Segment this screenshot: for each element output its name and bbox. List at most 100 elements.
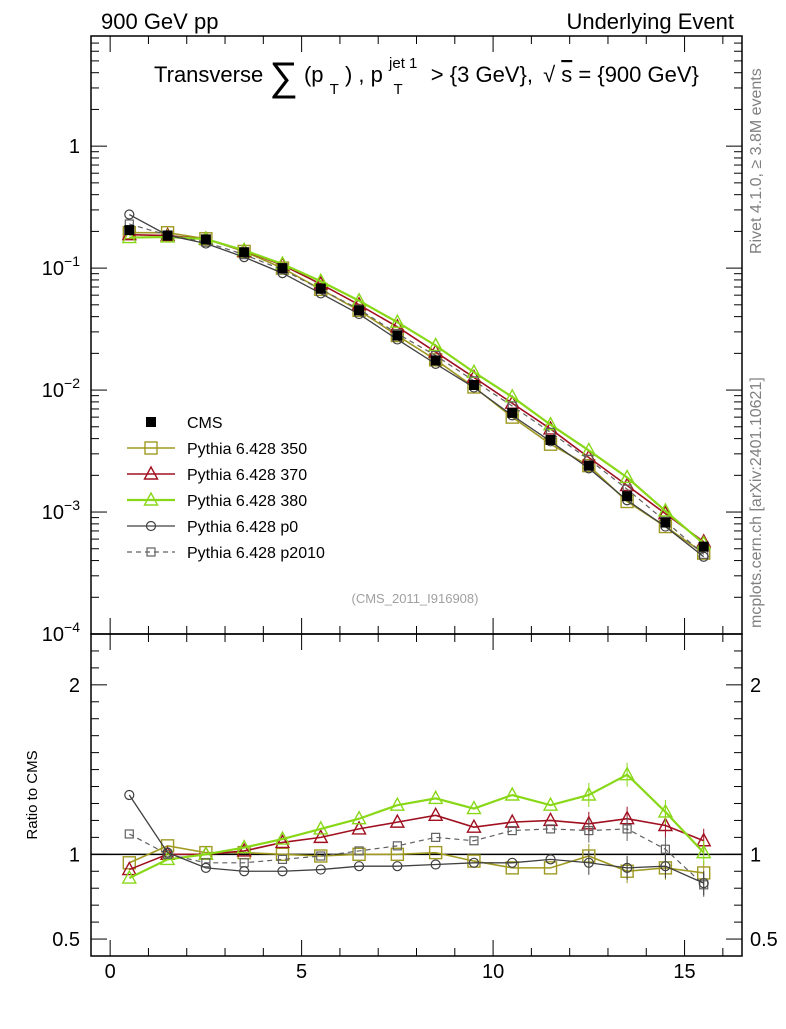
title-part: = {900 GeV} bbox=[578, 62, 699, 87]
legend: CMS Pythia 6.428 350 Pythia 6.428 370 Pythi… bbox=[127, 415, 325, 562]
x-tick-label: 15 bbox=[673, 961, 695, 983]
data-point-CMS bbox=[430, 355, 441, 366]
y-tick-label: 10−2 bbox=[42, 375, 80, 402]
ratio-point-p2010 bbox=[431, 832, 441, 842]
data-point-p0 bbox=[698, 551, 709, 562]
ratio-point-p0 bbox=[239, 866, 250, 877]
ratio-point-p380 bbox=[619, 766, 635, 781]
ratio-point-p0 bbox=[392, 861, 403, 872]
y-tick-exponent: −4 bbox=[64, 619, 80, 635]
ratio-point-p380 bbox=[504, 786, 520, 801]
y-tick-exponent: −3 bbox=[64, 497, 80, 513]
ratio-point-p380 bbox=[427, 789, 444, 805]
ratio-point-p350 bbox=[352, 847, 366, 862]
legend-label-p370: Pythia 6.428 370 bbox=[187, 467, 307, 484]
ratio-point-p380 bbox=[274, 830, 291, 845]
ratio-point-p380 bbox=[466, 800, 482, 815]
y-tick-label: 0.5 bbox=[52, 929, 80, 951]
data-point-p380 bbox=[427, 337, 444, 352]
ratio-point-p0 bbox=[698, 878, 709, 889]
ratio-point-p2010 bbox=[316, 851, 326, 861]
series-line-p380 bbox=[129, 235, 705, 545]
legend-label-p0: Pythia 6.428 p0 bbox=[187, 519, 298, 536]
title-part: Transverse bbox=[154, 62, 263, 87]
ratio-point-p2010 bbox=[622, 824, 632, 834]
main-axes: 110−110−210−310−4 bbox=[42, 35, 742, 646]
y-tick-exponent: −2 bbox=[64, 375, 80, 391]
ratio-line-p0 bbox=[128, 794, 704, 884]
ratio-line-p370 bbox=[128, 814, 705, 871]
ratio-point-p0 bbox=[124, 789, 135, 801]
ratio-point-p0 bbox=[277, 866, 288, 877]
y-tick-label: 10−4 bbox=[42, 619, 80, 646]
ratio-point-p2010 bbox=[545, 824, 556, 834]
analysis-watermark: (CMS_2011_I916908) bbox=[352, 591, 479, 606]
legend-marker-CMS bbox=[146, 417, 156, 427]
ratio-point-p350 bbox=[428, 845, 443, 860]
data-point-p380 bbox=[619, 469, 635, 484]
data-point-p380 bbox=[389, 313, 406, 328]
data-point-CMS bbox=[392, 330, 403, 341]
data-point-p350 bbox=[582, 458, 596, 473]
ratio-point-p380 bbox=[236, 839, 252, 854]
data-point-CMS bbox=[315, 283, 326, 294]
data-point-CMS bbox=[354, 305, 365, 316]
ratio-point-p370 bbox=[389, 813, 406, 828]
legend-label-p350: Pythia 6.428 350 bbox=[187, 441, 307, 458]
plot-title: Transverse ∑ (p T ) , p jet 1 T > {3 GeV… bbox=[154, 48, 699, 99]
title-radical: √ bbox=[543, 62, 556, 87]
title-part: , p bbox=[358, 62, 382, 87]
y-tick-label: 1 bbox=[69, 844, 80, 866]
y-tick-label: 10−3 bbox=[42, 497, 80, 524]
ratio-point-p380 bbox=[696, 844, 712, 859]
ratio-point-p0 bbox=[315, 864, 326, 875]
ratio-point-p350 bbox=[543, 861, 558, 875]
ratio-point-p370 bbox=[657, 817, 674, 832]
legend-marker-p380 bbox=[143, 491, 159, 506]
ratio-axes: 0 5 10 15 0.5 0.5 1 1 2 2 bbox=[52, 633, 778, 983]
ratio-point-p380 bbox=[581, 786, 597, 801]
title-part: (p bbox=[304, 62, 324, 87]
ratio-point-p0 bbox=[583, 857, 594, 868]
ratio-point-p350 bbox=[505, 861, 519, 875]
ratio-point-p0 bbox=[660, 861, 671, 872]
ratio-point-p380 bbox=[657, 803, 674, 818]
data-point-p380 bbox=[121, 229, 137, 244]
ratio-point-p2010 bbox=[469, 836, 479, 846]
data-point-CMS bbox=[277, 263, 288, 274]
data-point-CMS bbox=[583, 460, 594, 471]
y-tick-label: 10−1 bbox=[42, 253, 80, 280]
legend-marker-p370 bbox=[143, 465, 159, 480]
data-point-CMS bbox=[239, 247, 250, 258]
mcplots-label: mcplots.cern.ch [arXiv:2401.10621] bbox=[748, 377, 765, 628]
ratio-point-p380 bbox=[542, 796, 559, 811]
x-tick-label: 10 bbox=[482, 961, 504, 983]
ratio-point-p0 bbox=[468, 857, 480, 868]
data-point-CMS bbox=[507, 407, 518, 418]
ratio-point-p0 bbox=[200, 862, 211, 873]
ratio-point-p0 bbox=[622, 862, 633, 873]
ratio-point-p2010 bbox=[392, 841, 402, 851]
series-line-p0 bbox=[128, 213, 705, 558]
y-tick-base: 1 bbox=[69, 136, 80, 158]
main-series bbox=[121, 209, 712, 562]
ratio-frame bbox=[90, 633, 743, 957]
y-tick-base: 10 bbox=[42, 502, 64, 524]
data-point-CMS bbox=[162, 230, 173, 241]
ratio-point-p370 bbox=[542, 811, 559, 827]
ratio-point-p0 bbox=[507, 857, 518, 868]
title-subscript: T bbox=[394, 81, 403, 98]
data-point-p370 bbox=[619, 477, 635, 492]
legend-label-p2010: Pythia 6.428 p2010 bbox=[187, 545, 325, 562]
data-point-CMS bbox=[545, 434, 556, 445]
legend-marker-p0 bbox=[145, 520, 157, 532]
ratio-point-p380 bbox=[313, 820, 329, 835]
data-point-p0 bbox=[124, 209, 135, 220]
title-subscript: T bbox=[330, 81, 339, 98]
ratio-point-p370 bbox=[121, 861, 137, 876]
y-tick-base: 10 bbox=[42, 258, 64, 280]
header-right-label: Underlying Event bbox=[566, 9, 734, 34]
title-sum-symbol: ∑ bbox=[269, 55, 298, 99]
